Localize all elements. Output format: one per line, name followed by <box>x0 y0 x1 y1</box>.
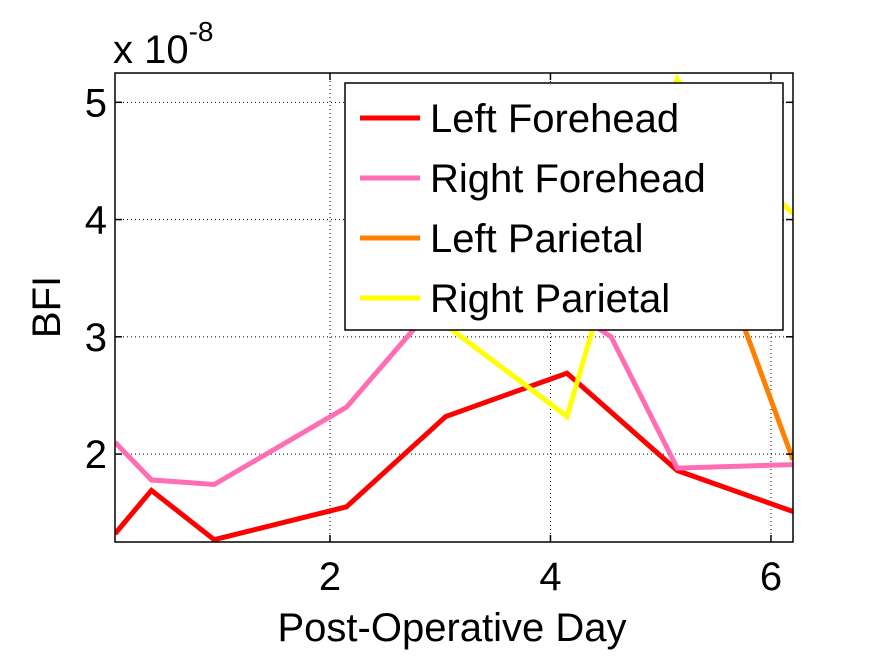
y-exponent-power: -8 <box>189 16 214 47</box>
y-tick-label: 5 <box>85 81 107 125</box>
x-tick-label: 4 <box>539 555 561 599</box>
series-line-left-forehead <box>115 370 793 542</box>
y-tick-label: 3 <box>85 316 107 360</box>
legend-label-right-parietal: Right Parietal <box>430 277 670 321</box>
x-tick-label: 6 <box>760 555 782 599</box>
legend-label-right-forehead: Right Forehead <box>430 157 706 201</box>
ticks: 2 4 6 2 3 4 5 <box>85 73 793 599</box>
legend-label-left-forehead: Left Forehead <box>430 97 679 141</box>
legend-box <box>344 82 784 331</box>
y-axis-label: BFI <box>25 276 69 338</box>
x-axis-label: Post-Operative Day <box>277 606 626 650</box>
legend: Left Forehead Right Forehead Left Parietal… <box>344 82 784 331</box>
y-tick-label: 2 <box>85 433 107 477</box>
x-tick-label: 2 <box>319 555 341 599</box>
y-exponent-label: x 10-8 <box>113 16 214 72</box>
plot-frame <box>114 72 794 543</box>
legend-label-left-parietal: Left Parietal <box>430 217 643 261</box>
y-tick-label: 4 <box>85 199 107 243</box>
